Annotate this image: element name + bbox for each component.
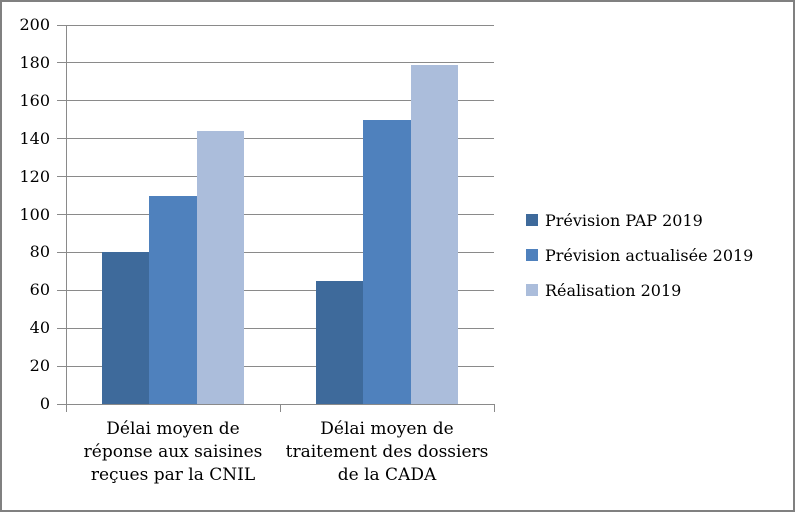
gridline — [57, 327, 494, 329]
bar — [363, 119, 411, 404]
legend-item: Prévision PAP 2019 — [526, 208, 753, 232]
legend-item: Prévision actualisée 2019 — [526, 243, 753, 267]
plot-area — [57, 24, 495, 412]
y-tick-label: 160 — [19, 90, 50, 110]
gridline — [57, 100, 494, 102]
y-tick-label: 200 — [19, 15, 50, 34]
x-axis-category-labels: Délai moyen de réponse aux saisines reçu… — [66, 418, 494, 498]
bar — [101, 252, 150, 404]
gridline — [57, 251, 494, 253]
category-label: Délai moyen de réponse aux saisines reçu… — [83, 419, 263, 485]
y-tick-label: 180 — [19, 52, 50, 72]
x-axis-tick — [279, 404, 281, 412]
gridline — [57, 289, 494, 291]
y-tick-label: 60 — [29, 280, 50, 300]
y-axis-tick-labels: 0 20 40 60 80 100 120 140 160 180 200 — [2, 2, 50, 510]
legend-color-swatch-icon — [526, 284, 538, 296]
x-axis-tick — [65, 404, 67, 412]
gridline — [57, 176, 494, 178]
y-tick-label: 100 — [19, 204, 50, 224]
gridline — [57, 365, 494, 367]
gridline — [57, 138, 494, 140]
legend-color-swatch-icon — [526, 214, 538, 226]
legend-color-swatch-icon — [526, 249, 538, 261]
y-tick-label: 20 — [29, 356, 50, 376]
y-tick-label: 140 — [19, 128, 50, 148]
y-tick-label: 120 — [19, 166, 50, 186]
y-axis-line — [66, 25, 67, 404]
x-axis-tick — [493, 404, 495, 412]
gridline — [57, 403, 494, 405]
gridline — [57, 214, 494, 215]
category-label: Délai moyen de traitement des dossiers d… — [285, 419, 489, 485]
bar — [149, 195, 197, 404]
legend-label: Prévision PAP 2019 — [545, 210, 703, 230]
legend-item: Réalisation 2019 — [526, 278, 753, 302]
bar — [315, 280, 364, 404]
y-tick-label: 80 — [29, 242, 50, 262]
bar — [196, 131, 245, 404]
legend-label: Réalisation 2019 — [545, 280, 682, 300]
y-tick-label: 0 — [39, 394, 50, 413]
gridline — [57, 24, 494, 26]
gridline — [57, 62, 494, 64]
legend-label: Prévision actualisée 2019 — [545, 245, 754, 265]
bar — [410, 64, 459, 404]
legend: Prévision PAP 2019 Prévision actualisée 2… — [526, 208, 753, 313]
y-tick-label: 40 — [29, 318, 50, 338]
